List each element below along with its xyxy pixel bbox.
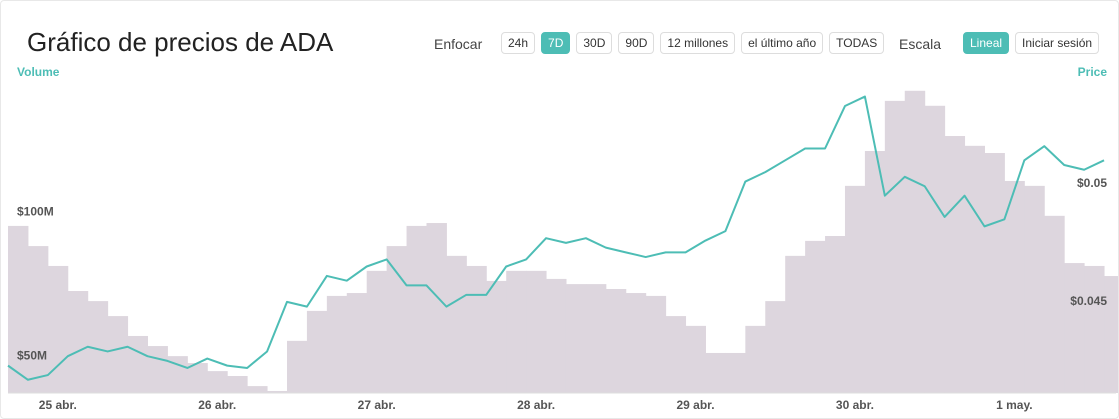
volume-bar <box>446 255 467 393</box>
x-tick-label: 29 abr. <box>677 398 715 412</box>
volume-bar <box>346 293 368 393</box>
volume-bar <box>486 280 507 393</box>
button[interactable]: 30D <box>576 32 613 54</box>
volume-bar <box>904 90 926 393</box>
volume-bar <box>964 145 985 393</box>
volume-bar <box>825 235 846 393</box>
volume-bar <box>506 270 527 393</box>
volume-bar <box>924 105 946 393</box>
x-tick-label: 25 abr. <box>39 398 77 412</box>
volume-bar <box>386 246 408 393</box>
scale-label: Escala <box>899 36 942 52</box>
zoom-label: Enfocar <box>434 36 483 52</box>
y2-axis-title: Price <box>1078 65 1108 79</box>
volume-bar <box>705 352 726 393</box>
button[interactable]: Lineal <box>963 32 1010 54</box>
volume-bar <box>306 310 328 393</box>
price-line <box>7 95 1105 381</box>
volume-bar <box>1084 265 1105 393</box>
volume-bar <box>785 255 806 393</box>
volume-bar <box>625 293 647 393</box>
volume-bar <box>685 325 706 393</box>
volume-bar <box>745 325 766 393</box>
volume-bar <box>1064 263 1085 393</box>
volume-bar <box>47 265 69 393</box>
button[interactable]: Iniciar sesión <box>1015 32 1100 54</box>
scale-buttons: Lineal Iniciar sesión <box>963 32 1100 54</box>
volume-bar <box>426 223 447 393</box>
volume-bar <box>8 225 29 393</box>
volume-bar <box>725 352 746 393</box>
volume-bar <box>286 340 308 393</box>
volume-bar <box>147 346 168 393</box>
volume-bar <box>1104 276 1118 393</box>
volume-bar <box>844 185 866 393</box>
x-tick-label: 28 abr. <box>517 398 555 412</box>
volume-bar <box>466 265 487 393</box>
button[interactable]: 7D <box>541 32 571 54</box>
volume-bar <box>267 390 288 393</box>
y2-tick-label: $0.05 <box>1077 176 1107 190</box>
volume-bar <box>107 316 129 393</box>
volume-bar <box>1024 185 1045 393</box>
volume-bar <box>1004 180 1025 393</box>
chart-title: Gráfico de precios de ADA <box>27 27 334 57</box>
volume-bar <box>187 363 208 393</box>
volume-bar <box>605 289 627 393</box>
button[interactable]: TODAS <box>829 32 885 54</box>
volume-bar <box>944 136 966 393</box>
volume-bar <box>87 301 109 393</box>
volume-bar <box>326 295 348 393</box>
x-tick-label: 27 abr. <box>358 398 396 412</box>
volume-bar <box>27 246 49 393</box>
y-tick-label: $100M <box>17 204 54 218</box>
button[interactable]: 12 millones <box>660 32 736 54</box>
volume-bar <box>645 295 667 393</box>
volume-bar <box>207 371 228 393</box>
x-tick-label: 1 may. <box>996 398 1032 412</box>
volume-bar <box>565 284 587 393</box>
volume-bar <box>765 301 786 393</box>
volume-bar <box>884 100 906 393</box>
volume-bar <box>805 240 826 393</box>
volume-bar <box>366 270 388 393</box>
y2-tick-label: $0.045 <box>1070 294 1107 308</box>
y-tick-label: $50M <box>17 348 47 362</box>
button[interactable]: el último año <box>741 32 824 54</box>
volume-bar <box>1044 215 1065 393</box>
button[interactable]: 90D <box>618 32 655 54</box>
volume-bar <box>127 335 148 393</box>
volume-bar <box>247 386 268 393</box>
y-axis-title: Volume <box>17 65 60 79</box>
zoom-buttons: 24h 7D 30D 90D 12 millones el último año TODAS <box>501 32 885 54</box>
volume-bar <box>406 225 427 393</box>
volume-bar <box>864 151 886 393</box>
volume-bar <box>227 376 248 393</box>
volume-bar <box>984 153 1005 393</box>
button[interactable]: 24h <box>501 32 536 54</box>
volume-bar <box>67 291 89 393</box>
x-tick-label: 30 abr. <box>836 398 874 412</box>
x-tick-label: 26 abr. <box>198 398 236 412</box>
volume-bar <box>665 316 687 393</box>
volume-bar <box>526 270 547 393</box>
volume-bar <box>585 284 607 393</box>
volume-bar <box>546 278 567 393</box>
